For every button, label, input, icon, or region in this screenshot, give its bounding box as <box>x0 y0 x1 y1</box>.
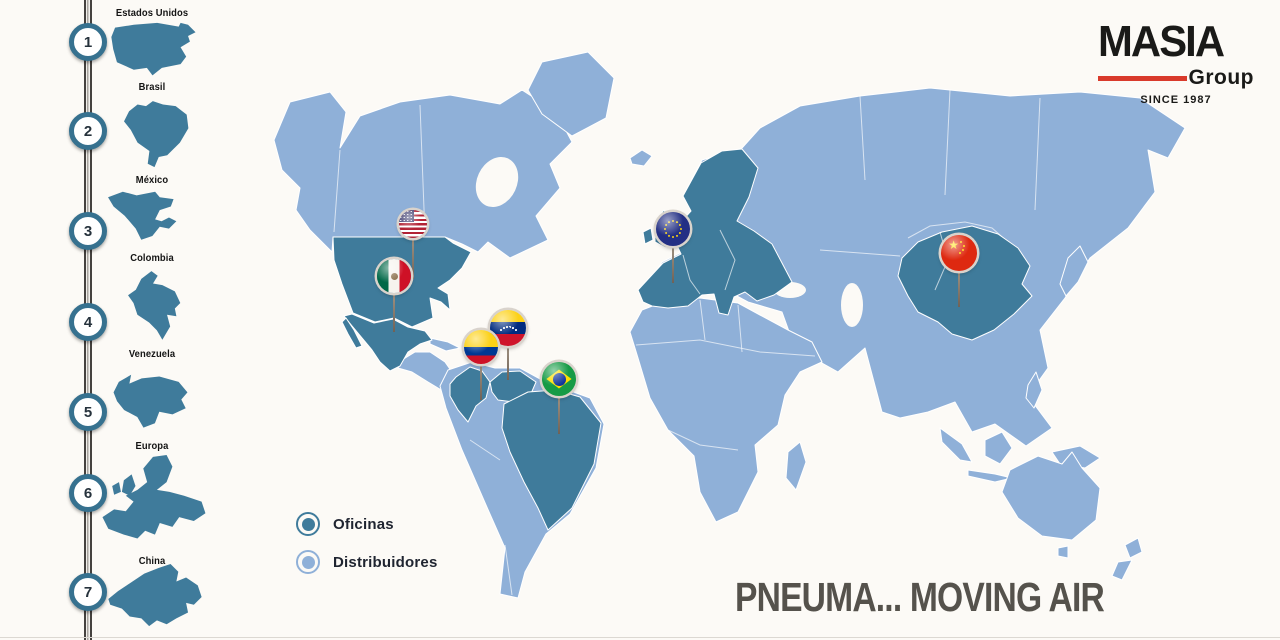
legend-item-distributors: Distribuidores <box>296 550 437 574</box>
number-label: 6 <box>83 484 93 502</box>
eu-flag-icon <box>656 212 690 246</box>
office-color-icon <box>296 512 320 536</box>
colombia-flag-icon <box>464 330 498 364</box>
region-new-zealand-north <box>1124 537 1143 559</box>
sidebar-label-europa: Europa <box>135 441 169 452</box>
region-iceland <box>629 149 653 167</box>
region-china <box>897 225 1033 341</box>
caspian-sea <box>841 283 863 327</box>
region-tasmania <box>1057 545 1069 559</box>
pin-stick <box>480 362 482 400</box>
distributor-color-icon <box>296 550 320 574</box>
legend-label: Distribuidores <box>333 553 438 571</box>
number-label: 3 <box>83 222 93 240</box>
timeline-number-1: 1 <box>69 23 107 61</box>
pin-stick <box>507 344 509 380</box>
region-philippines <box>1025 371 1043 409</box>
brazil-silhouette-icon <box>112 96 197 168</box>
pin-stick <box>558 394 560 434</box>
logo-row: Group <box>1098 66 1254 90</box>
brazil-flag-diamond <box>546 369 572 389</box>
timeline-number-3: 3 <box>69 212 107 250</box>
logo-red-line <box>1098 75 1187 81</box>
region-madagascar <box>785 441 807 491</box>
region-japan <box>1059 245 1089 297</box>
mexico-flag-emblem <box>390 272 398 280</box>
timeline-number-6: 6 <box>69 474 107 512</box>
sidebar-label-brasil: Brasil <box>138 82 166 93</box>
logo-title: MASIA <box>1098 17 1225 66</box>
region-baja <box>341 317 363 349</box>
legend-item-offices: Oficinas <box>296 512 437 536</box>
europe-silhouette-icon <box>95 453 210 555</box>
sidebar-label-venezuela: Venezuela <box>128 349 176 360</box>
masia-group-logo: MASIA Group SINCE 1987 <box>1098 20 1254 106</box>
mexico-flag-icon <box>377 259 411 293</box>
china-flag-icon: ★ <box>941 235 977 271</box>
legend-label: Oficinas <box>333 515 394 533</box>
usa-flag-icon <box>399 210 427 238</box>
pin-stick <box>672 244 674 283</box>
sidebar-label-china: China <box>138 556 166 567</box>
logo-since: SINCE 1987 <box>1140 94 1212 106</box>
sidebar-label-estados-unidos: Estados Unidos <box>115 8 189 19</box>
region-greenland <box>527 51 615 137</box>
eu-flag-stars <box>672 228 674 230</box>
brazil-flag-icon <box>542 362 576 396</box>
number-label: 1 <box>83 33 93 51</box>
country-borders <box>333 89 1041 596</box>
usa-flag-canton <box>399 210 414 223</box>
sea-cutouts <box>475 156 863 327</box>
colombia-silhouette-icon <box>114 266 192 344</box>
pin-stick <box>412 236 414 279</box>
region-cuba <box>429 337 461 352</box>
timeline-number-5: 5 <box>69 393 107 431</box>
region-mexico <box>343 313 433 372</box>
region-australia <box>1001 451 1101 541</box>
venezuela-silhouette-icon <box>103 366 198 432</box>
china-silhouette-icon <box>100 562 208 632</box>
region-central-america <box>397 351 453 395</box>
number-label: 5 <box>83 403 93 421</box>
timeline-number-4: 4 <box>69 303 107 341</box>
timeline-number-7: 7 <box>69 573 107 611</box>
number-label: 4 <box>83 313 93 331</box>
region-java <box>967 469 1013 483</box>
region-new-zealand-south <box>1111 559 1133 581</box>
region-borneo <box>984 431 1013 465</box>
pin-stick <box>393 291 395 332</box>
office-regions <box>332 148 1033 531</box>
region-africa <box>629 297 823 523</box>
number-label: 2 <box>83 122 93 140</box>
number-label: 7 <box>83 583 93 601</box>
usa-silhouette-icon <box>105 22 200 80</box>
sidebar-label-mexico: México <box>135 175 169 186</box>
venezuela-flag-stars <box>508 327 510 329</box>
china-flag-ministars <box>960 243 962 245</box>
pin-stick <box>958 269 960 307</box>
logo-subtitle: Group <box>1188 66 1254 89</box>
region-ireland <box>642 227 654 245</box>
bottom-edge-line <box>0 637 1280 638</box>
timeline-number-2: 2 <box>69 112 107 150</box>
sidebar-label-colombia: Colombia <box>130 253 174 264</box>
china-flag-star: ★ <box>948 238 959 253</box>
tagline: PNEUMA... MOVING AIR <box>735 574 1105 620</box>
mexico-silhouette-icon <box>103 188 198 248</box>
region-sumatra <box>939 427 973 463</box>
brazil-flag-globe <box>552 372 566 386</box>
hudson-bay <box>475 156 519 208</box>
map-legend: Oficinas Distribuidores <box>296 512 437 588</box>
